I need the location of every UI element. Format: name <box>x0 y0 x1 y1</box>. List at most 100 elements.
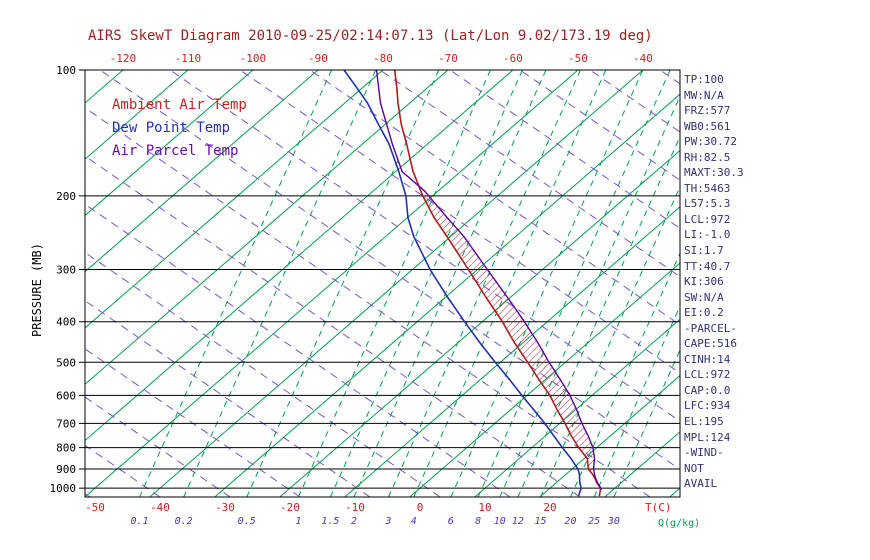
stat-line: TH:5463 <box>684 181 731 195</box>
isotherm-line <box>539 374 680 497</box>
mixing-ratio-line <box>593 304 680 497</box>
mixing-ratio-line <box>570 252 680 497</box>
stat-line: LI:-1.0 <box>684 228 731 242</box>
legend-dew-point-temp: Dew Point Temp <box>112 120 231 136</box>
mixing-unit-label: Q(g/kg) <box>658 518 700 529</box>
mixing-ratio-label: 6 <box>448 516 454 527</box>
mixing-ratio-label: 4 <box>411 516 417 527</box>
isotherm-line <box>85 70 124 104</box>
mixing-ratio-label: 15 <box>535 516 547 527</box>
bottom-temp-label: -10 <box>345 501 365 514</box>
mixing-ratio-line <box>450 70 644 497</box>
top-temp-label: -120 <box>110 52 137 65</box>
stat-line: TT:40.7 <box>684 259 731 273</box>
stat-line: -WIND- <box>684 446 724 460</box>
bottom-temp-label: -40 <box>150 501 170 514</box>
stat-line: PW:30.72 <box>684 135 737 149</box>
bottom-temp-label: 20 <box>543 501 556 514</box>
bottom-temp-label: -50 <box>85 501 105 514</box>
top-temp-label: -40 <box>633 52 653 65</box>
mixing-ratio-label: 0.1 <box>130 516 148 527</box>
dry-adiabat-line <box>449 70 680 230</box>
dew-point-curve <box>343 70 583 497</box>
mixing-ratio-label: 8 <box>475 516 481 527</box>
stat-line: MAXT:30.3 <box>684 166 744 180</box>
pressure-tick-label: 600 <box>56 389 76 402</box>
isotherm-line <box>85 70 449 385</box>
dry-adiabat-line <box>85 492 91 497</box>
stat-line: LCL:972 <box>684 212 731 226</box>
pressure-tick-label: 800 <box>56 442 76 455</box>
mixing-ratio-line <box>246 70 440 497</box>
stat-line: TP:100 <box>684 73 724 86</box>
mixing-ratio-label: 25 <box>588 516 600 527</box>
top-temp-label: -80 <box>373 52 393 65</box>
stat-line: SW:N/A <box>684 290 724 304</box>
dry-adiabat-line <box>239 70 680 374</box>
pressure-tick-label: 1000 <box>50 482 77 495</box>
dry-adiabat-line <box>379 70 680 278</box>
isotherm-line <box>85 70 319 273</box>
top-temp-label: -70 <box>438 52 458 65</box>
mixing-ratio-label: 10 <box>494 516 506 527</box>
isotherm-line <box>85 70 254 217</box>
stat-line: MW:N/A <box>684 88 724 102</box>
isotherm-line <box>149 70 644 497</box>
stat-line: FRZ:577 <box>684 104 731 118</box>
isotherm-line <box>0 70 58 497</box>
stat-line: LCL:972 <box>684 368 731 382</box>
mixing-ratio-line <box>613 348 680 497</box>
sounding-curves <box>343 70 602 497</box>
pressure-tick-label: 400 <box>56 316 76 329</box>
mixing-ratio-line <box>413 70 607 497</box>
plot-border <box>84 69 681 498</box>
stat-line: LFC:934 <box>684 399 731 413</box>
bottom-temp-label: 10 <box>478 501 491 514</box>
legend-air-parcel-temp: Air Parcel Temp <box>112 143 239 159</box>
mixing-ratio-line <box>499 95 680 497</box>
bottom-temp-label: -30 <box>215 501 235 514</box>
mixing-ratio-label: 1 <box>295 516 301 527</box>
top-temp-label: -110 <box>175 52 202 65</box>
mixing-ratio-line <box>477 70 671 497</box>
pressure-tick-label: 300 <box>56 264 76 277</box>
isotherm-line <box>474 318 680 497</box>
pressure-axis-label: PRESSURE (MB) <box>30 243 44 337</box>
stat-line: CAPE:516 <box>684 337 737 351</box>
mixing-ratio-line <box>353 70 547 497</box>
isotherm-line <box>85 70 189 160</box>
mixing-ratio-label: 1.5 <box>321 516 339 527</box>
stat-line: NOT <box>684 461 704 475</box>
chart-legend: Ambient Air Temp Dew Point Temp Air Parc… <box>112 94 247 163</box>
dry-adiabat-line <box>85 203 511 497</box>
parcel-temp-curve <box>375 70 602 491</box>
pressure-tick-label: 900 <box>56 463 76 476</box>
stat-line: CAP:0.0 <box>684 383 731 397</box>
top-temp-label: -60 <box>503 52 523 65</box>
isotherm-line <box>85 70 514 442</box>
ambient-temp-curve <box>393 70 602 497</box>
stats-panel: TP:100 MW:N/A FRZ:577 WB0:561 PW:30.72 RH:82.… <box>684 72 744 492</box>
stat-line: KI:306 <box>684 275 724 289</box>
stat-line: CINH:14 <box>684 352 731 366</box>
mixing-ratio-line <box>139 70 332 497</box>
stat-line: MPL:124 <box>684 430 731 444</box>
pressure-tick-label: 700 <box>56 417 76 430</box>
chart-title: AIRS SkewT Diagram 2010-09-25/02:14:07.1… <box>88 28 653 44</box>
mixing-ratio-label: 12 <box>512 516 524 527</box>
top-temp-label: -50 <box>568 52 588 65</box>
stat-line: AVAIL <box>684 477 718 491</box>
stat-line: L57:5.3 <box>684 197 731 211</box>
mixing-ratio-line <box>517 135 680 497</box>
pressure-tick-label: 200 <box>56 190 76 203</box>
background-lines <box>0 70 680 497</box>
isotherm-line <box>214 93 680 497</box>
mixing-ratio-line <box>183 70 377 497</box>
stat-line: RH:82.5 <box>684 150 731 164</box>
mixing-ratio-label: 2 <box>351 516 357 527</box>
mixing-ratio-label: 20 <box>564 516 576 527</box>
legend-ambient-air-temp: Ambient Air Temp <box>112 97 247 113</box>
stat-line: EL:195 <box>684 415 724 429</box>
